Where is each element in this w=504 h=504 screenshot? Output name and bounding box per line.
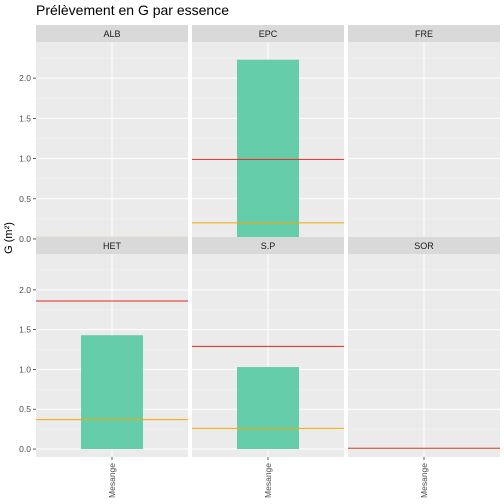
facet-label: S.P (261, 241, 276, 251)
y-tick-label: 1.5 (19, 113, 31, 123)
facet-panel-sp: S.P Mesange (192, 237, 344, 498)
y-tick-label: 1.5 (19, 325, 31, 335)
facet-strip (36, 25, 188, 42)
facet-strip (348, 25, 500, 42)
facet-strip (192, 237, 344, 254)
facet-panel-het: HET 0.0 0.5 1.0 1.5 2.0 Mesange (19, 237, 188, 498)
y-tick-label: 2.0 (19, 73, 31, 83)
x-tick-label: Mesange (419, 463, 429, 498)
x-tick-label: Mesange (107, 463, 117, 498)
facet-panel-sor: SOR Mesange (348, 237, 500, 498)
y-axis-title: G (m²) (3, 222, 15, 254)
facet-label: SOR (414, 241, 434, 251)
facet-label: HET (103, 241, 122, 251)
facet-strip (348, 237, 500, 254)
facet-panel-epc: EPC (192, 25, 344, 247)
y-tick-label: 2.0 (19, 285, 31, 295)
facet-label: ALB (103, 29, 120, 39)
facet-label: FRE (415, 29, 433, 39)
facet-label: EPC (259, 29, 278, 39)
facet-grid: ALB 0.0 0.5 1.0 1.5 2.0 EPC FRE HET 0.0 0.5 1.0 1.5 2… (19, 25, 500, 498)
y-tick-label: 0.0 (19, 444, 31, 454)
bar (237, 59, 299, 239)
y-tick-label: 0.5 (19, 404, 31, 414)
facet-panel-alb: ALB 0.0 0.5 1.0 1.5 2.0 (19, 25, 188, 247)
x-tick-label: Mesange (263, 463, 273, 498)
y-tick-label: 1.0 (19, 364, 31, 374)
y-tick-label: 0.5 (19, 194, 31, 204)
facet-strip (36, 237, 188, 254)
facet-panel-fre: FRE (348, 25, 500, 247)
bar (81, 335, 143, 450)
bar (237, 367, 299, 450)
y-tick-label: 0.0 (19, 234, 31, 244)
facet-strip (192, 25, 344, 42)
y-tick-label: 1.0 (19, 154, 31, 164)
chart-title: Prélèvement en G par essence (36, 2, 229, 18)
